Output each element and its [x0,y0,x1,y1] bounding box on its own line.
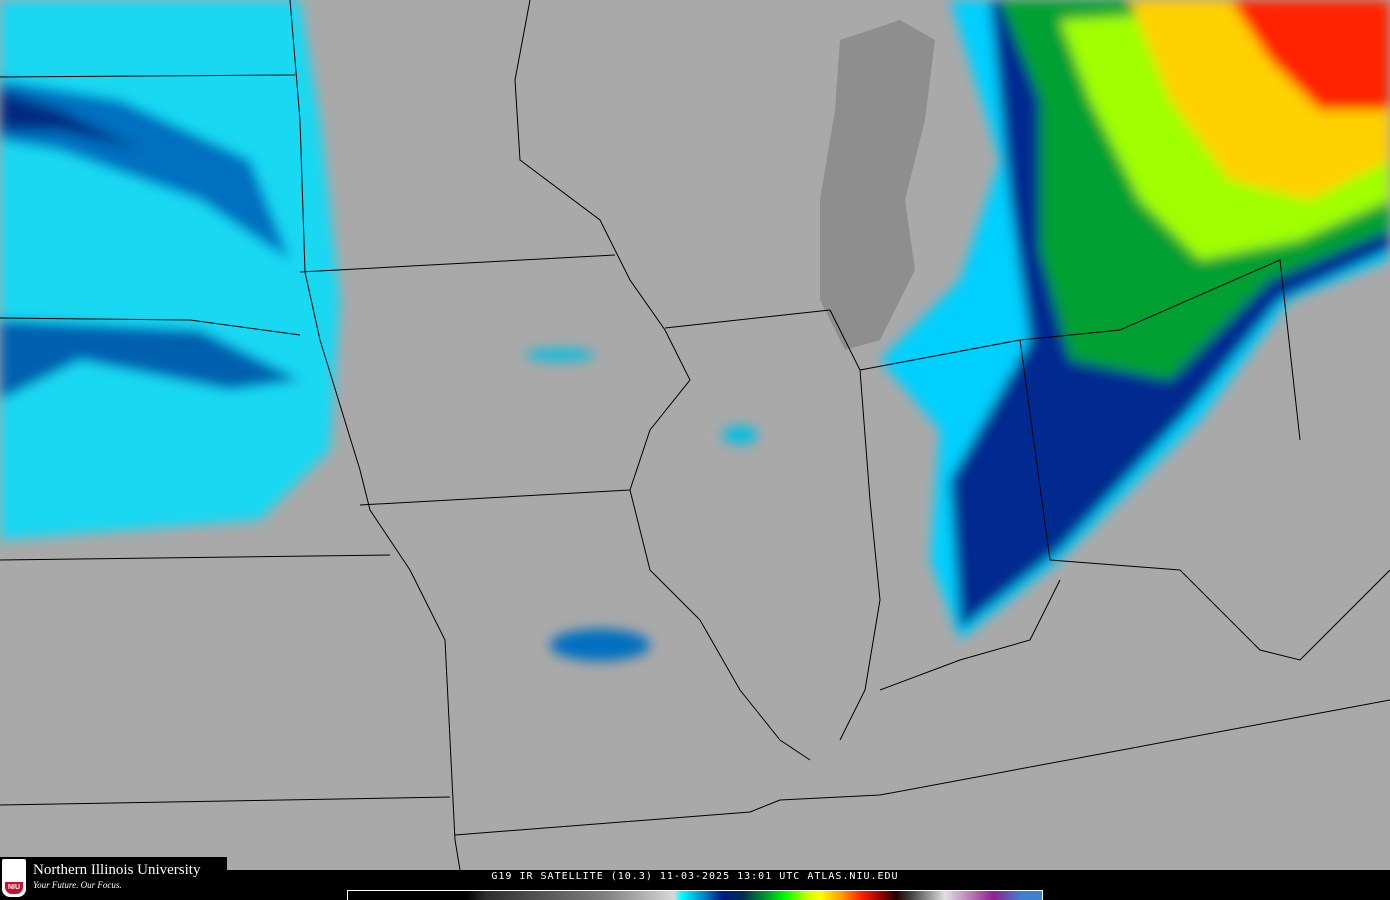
cloud-west [0,0,340,540]
logo-name: Northern Illinois University [33,862,201,878]
product-caption: G19 IR SATELLITE (10.3) 11-03-2025 13:01… [491,871,899,882]
niu-logo: NIU Northern Illinois University Your Fu… [0,857,227,900]
satellite-map [0,0,1390,870]
cloud-small [525,349,758,661]
niu-shield-icon: NIU [2,859,26,897]
cloud-east [880,0,1390,640]
logo-tagline: Your Future. Our Focus. [33,880,122,890]
lake-michigan [820,20,935,350]
temperature-color-scale [347,890,1043,900]
state-borders [0,0,1390,870]
